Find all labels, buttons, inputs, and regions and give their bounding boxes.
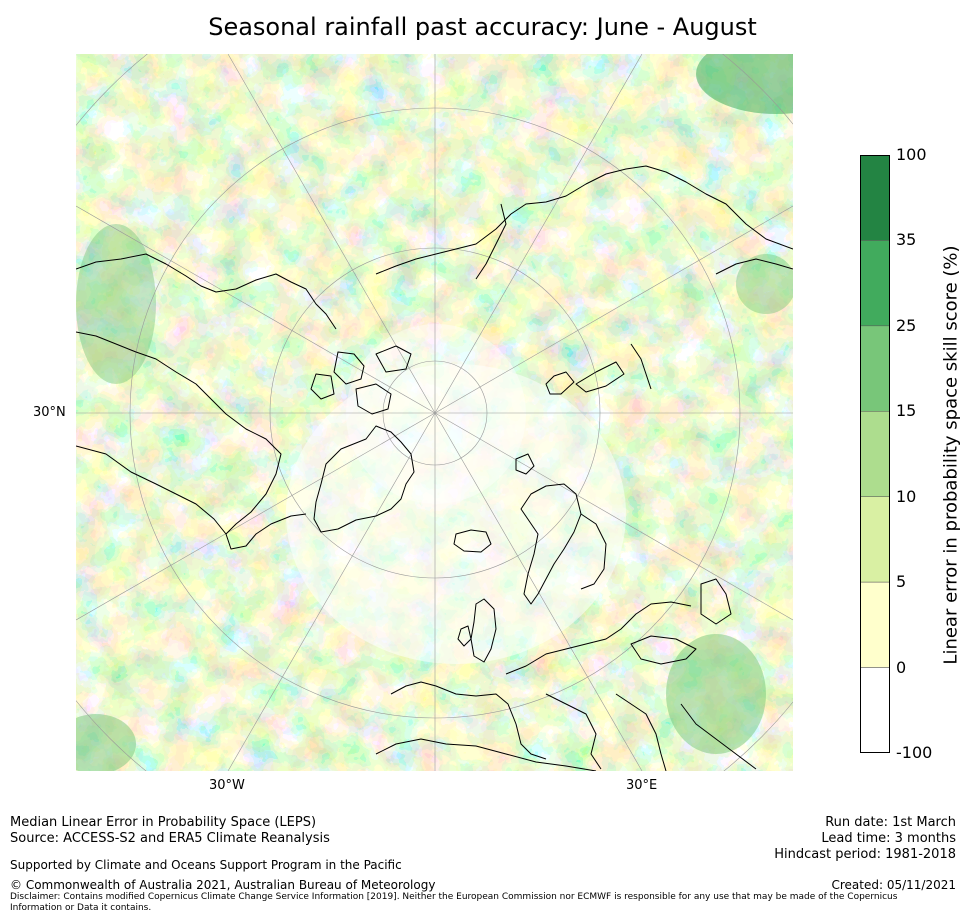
polar-map: [76, 54, 793, 771]
chart-title: Seasonal rainfall past accuracy: June - …: [208, 13, 757, 41]
footer-leps-line: Median Linear Error in Probability Space…: [10, 815, 317, 830]
colorbar-tick: 100: [896, 145, 927, 164]
colorbar-bin: [860, 325, 890, 412]
colorbar-label: Linear error in probability space skill …: [940, 245, 962, 665]
colorbar-tick: 0: [896, 657, 907, 677]
footer-run-info: Run date: 1st March Lead time: 3 months …: [774, 815, 956, 863]
footer-supported: Supported by Climate and Oceans Support …: [10, 858, 402, 872]
lon-label-30w: 30°W: [209, 778, 245, 793]
created-date: Created: 05/11/2021: [831, 878, 956, 892]
lon-label-30e: 30°E: [626, 778, 658, 793]
colorbar: [860, 155, 890, 753]
lead-time: Lead time: 3 months: [821, 831, 956, 846]
colorbar-bin: [860, 411, 890, 497]
colorbar-tick: 35: [896, 230, 917, 250]
footer-disclaimer: Disclaimer: Contains modified Copernicus…: [10, 892, 898, 913]
colorbar-tick: 15: [896, 401, 917, 421]
lat-label-30n: 30°N: [33, 405, 66, 420]
colorbar-tick: -100: [896, 743, 933, 762]
footer-copyright: © Commonwealth of Australia 2021, Austra…: [10, 878, 436, 892]
coastlines: [76, 165, 793, 771]
colorbar-tick: 10: [896, 486, 917, 506]
run-date: Run date: 1st March: [825, 815, 956, 830]
hindcast-period: Hindcast period: 1981-2018: [774, 847, 956, 862]
footer-leps: Median Linear Error in Probability Space…: [10, 815, 330, 847]
colorbar-bin: [860, 667, 890, 753]
colorbar-bin: [860, 581, 890, 668]
colorbar-tick: 25: [896, 315, 917, 335]
colorbar-bin: [860, 496, 890, 583]
colorbar-tick: 5: [896, 572, 907, 592]
colorbar-bin: [860, 155, 890, 241]
footer-source-line: Source: ACCESS-S2 and ERA5 Climate Reana…: [10, 831, 330, 846]
colorbar-bin: [860, 240, 890, 327]
